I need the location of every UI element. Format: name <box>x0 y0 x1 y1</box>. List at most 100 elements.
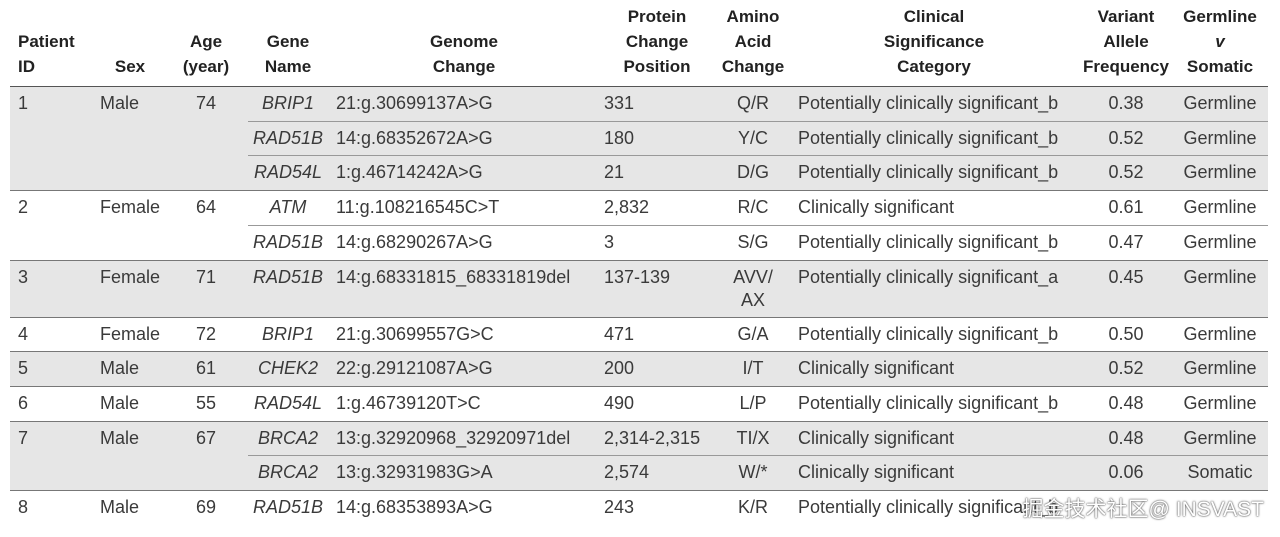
genome: 14:g.68290267A>G <box>336 231 493 252</box>
protein: 2,314-2,315 <box>604 427 701 448</box>
patient-rule <box>10 420 1268 422</box>
sex: Male <box>100 392 140 413</box>
column-header: Age <box>189 32 223 51</box>
column-header: Gene <box>266 32 310 51</box>
genome: 1:g.46714242A>G <box>336 162 483 183</box>
column-header: Significance <box>883 32 985 51</box>
amino: R/C <box>737 197 769 218</box>
category: Potentially clinically significant_b <box>798 127 1059 148</box>
protein: 490 <box>604 392 635 413</box>
patient-id: 2 <box>18 197 29 218</box>
sex: Male <box>100 427 140 448</box>
sex: Female <box>100 197 161 218</box>
origin: Germline <box>1183 358 1257 379</box>
row-shade <box>10 260 1268 317</box>
row-shade <box>10 352 1268 386</box>
patient-id: 4 <box>18 323 29 344</box>
amino: TI/X <box>736 427 770 448</box>
origin: Germline <box>1183 392 1257 413</box>
vaf: 0.38 <box>1108 93 1144 113</box>
column-header: Category <box>897 57 971 76</box>
origin: Germline <box>1183 427 1257 448</box>
age: 67 <box>195 427 217 448</box>
protein: 137-139 <box>604 266 671 287</box>
sex: Male <box>100 358 140 379</box>
gene: BRIP1 <box>261 93 315 113</box>
sex: Female <box>100 323 161 344</box>
column-header: Sex <box>114 57 146 76</box>
genome: 21:g.30699557G>C <box>336 323 494 344</box>
vaf: 0.45 <box>1108 266 1144 287</box>
column-header: Germline <box>1183 7 1257 26</box>
gene: BRCA2 <box>257 427 319 448</box>
amino: I/T <box>742 358 764 379</box>
category: Potentially clinically significant_b <box>798 231 1059 252</box>
age: 71 <box>195 266 217 287</box>
vaf: 0.48 <box>1108 392 1144 413</box>
age: 55 <box>195 392 217 413</box>
column-header: Position <box>623 57 691 76</box>
amino: K/R <box>737 497 768 517</box>
column-header: Clinical <box>903 7 965 26</box>
patient-id: 5 <box>18 358 29 379</box>
gene: RAD51B <box>252 127 324 148</box>
amino: D/G <box>736 162 769 183</box>
protein: 3 <box>604 231 615 252</box>
genome: 1:g.46739120T>C <box>336 392 481 413</box>
column-header: Protein <box>627 7 687 26</box>
patient-rule <box>10 351 1268 353</box>
gene: RAD51B <box>252 266 324 287</box>
amino: L/P <box>739 392 767 413</box>
column-header: Change <box>721 57 785 76</box>
patient-id: 7 <box>18 427 29 448</box>
origin: Somatic <box>1187 462 1253 483</box>
age: 61 <box>195 358 217 379</box>
gene: RAD54L <box>253 392 323 413</box>
protein: 331 <box>604 93 635 113</box>
vaf: 0.52 <box>1108 358 1144 379</box>
category: Potentially clinically significant_b <box>798 93 1059 113</box>
column-header: Change <box>432 57 496 76</box>
header-rule <box>10 86 1268 87</box>
column-header: Name <box>264 57 312 76</box>
sex: Female <box>100 266 161 287</box>
origin: Germline <box>1183 323 1257 344</box>
vaf: 0.52 <box>1108 162 1144 183</box>
column-header: Patient <box>18 32 75 51</box>
sub-row-rule <box>248 455 1268 457</box>
genome: 22:g.29121087A>G <box>336 358 493 379</box>
patient-rule <box>10 259 1268 261</box>
sub-row-rule <box>248 120 1268 122</box>
vaf: 0.61 <box>1108 197 1144 218</box>
patient-id: 8 <box>18 497 29 517</box>
patient-rule <box>10 490 1268 491</box>
category: Clinically significant <box>798 197 955 218</box>
gene: RAD54L <box>253 162 323 183</box>
protein: 21 <box>604 162 625 183</box>
amino: AVV/ AX <box>733 266 773 310</box>
amino: G/A <box>737 323 769 344</box>
vaf: 0.52 <box>1108 127 1144 148</box>
gene: BRCA2 <box>257 462 319 483</box>
watermark: 掘金技术社区@ INSVAST <box>1022 498 1264 521</box>
column-header: ID <box>18 57 35 76</box>
sex: Male <box>100 93 140 113</box>
protein: 243 <box>604 497 635 517</box>
origin: Germline <box>1183 197 1257 218</box>
genome: 14:g.68353893A>G <box>336 497 493 517</box>
gene: BRIP1 <box>261 323 315 344</box>
protein: 180 <box>604 127 635 148</box>
origin: Germline <box>1183 93 1257 113</box>
patient-id: 1 <box>18 93 29 113</box>
protein: 2,832 <box>604 197 650 218</box>
gene: RAD51B <box>252 497 324 517</box>
column-header: Frequency <box>1083 57 1169 76</box>
row-shade <box>10 87 1268 191</box>
gene: CHEK2 <box>257 358 319 379</box>
sub-row-rule <box>248 224 1268 226</box>
amino: Q/R <box>736 93 769 113</box>
column-header: v <box>1215 32 1225 51</box>
genome: 13:g.32920968_32920971del <box>336 427 571 448</box>
amino: W/* <box>738 462 768 483</box>
